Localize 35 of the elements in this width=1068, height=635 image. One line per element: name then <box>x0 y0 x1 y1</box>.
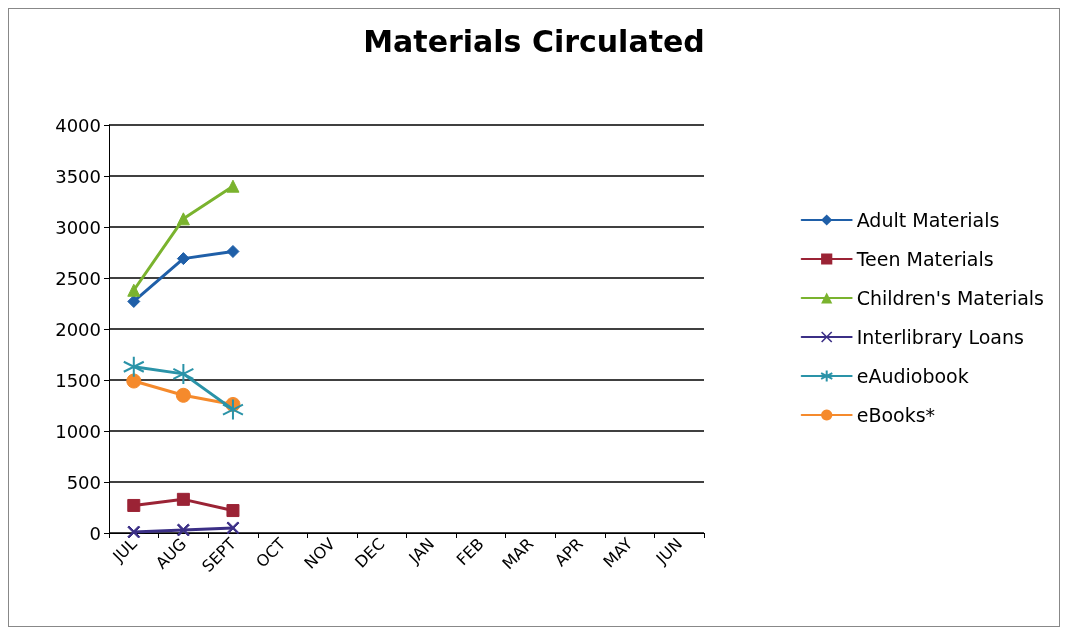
x-tick-label: FEB <box>452 534 488 570</box>
point <box>122 355 145 378</box>
y-tick-label: 2000 <box>55 318 101 340</box>
y-tick-label: 3500 <box>55 165 101 187</box>
point <box>226 521 240 535</box>
point <box>221 398 244 421</box>
legend-label: eBooks* <box>856 404 936 426</box>
point <box>172 362 195 385</box>
point <box>226 179 240 193</box>
point <box>226 504 240 518</box>
point <box>175 387 191 403</box>
point <box>176 252 190 266</box>
x-tick-label: JUL <box>108 534 141 567</box>
point <box>176 212 190 226</box>
y-tick-label: 2500 <box>55 267 101 289</box>
y-tick-label: 3000 <box>55 216 101 238</box>
point <box>176 523 190 537</box>
point <box>127 498 141 512</box>
chart-title: Materials Circulated <box>363 23 705 59</box>
point <box>127 294 141 308</box>
point <box>176 492 190 506</box>
point <box>126 373 142 389</box>
y-tick-label: 4000 <box>55 114 101 136</box>
point <box>226 244 240 258</box>
legend-label: Children's Materials <box>856 287 1045 309</box>
legend-label: Interlibrary Loans <box>856 326 1024 348</box>
y-tick-label: 1500 <box>55 369 101 391</box>
legend-label: Adult Materials <box>856 209 1000 231</box>
y-tick-label: 0 <box>89 522 101 544</box>
legend-label: Teen Materials <box>855 248 994 270</box>
point <box>127 283 141 297</box>
point <box>127 525 141 539</box>
legend-label: eAudiobook <box>856 365 969 387</box>
y-tick-label: 1000 <box>55 420 101 442</box>
y-tick-label: 500 <box>66 471 101 493</box>
